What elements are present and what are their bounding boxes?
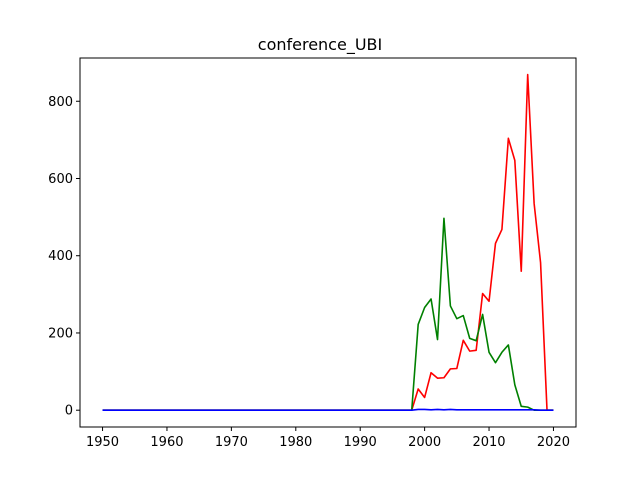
chart-title: conference_UBI bbox=[258, 35, 382, 55]
x-tick-label: 1960 bbox=[150, 435, 183, 450]
x-axis: 1950 1960 1970 1980 1990 2000 2010 2020 bbox=[86, 427, 570, 450]
y-tick-label: 800 bbox=[48, 95, 73, 110]
series-layer bbox=[102, 73, 554, 412]
y-tick-label: 600 bbox=[48, 172, 73, 187]
y-tick-label: 400 bbox=[48, 249, 73, 264]
x-tick-label: 1990 bbox=[344, 435, 377, 450]
x-tick-label: 2000 bbox=[408, 435, 441, 450]
x-tick-label: 1950 bbox=[86, 435, 119, 450]
plot-frame bbox=[79, 57, 577, 428]
series-line-3 bbox=[102, 408, 554, 412]
y-tick-label: 0 bbox=[65, 404, 73, 419]
x-tick-label: 2020 bbox=[537, 435, 570, 450]
x-tick-label: 2010 bbox=[472, 435, 505, 450]
x-tick-label: 1980 bbox=[279, 435, 312, 450]
y-axis: 0 200 400 600 800 bbox=[48, 95, 80, 419]
y-tick-label: 200 bbox=[48, 326, 73, 341]
x-tick-label: 1970 bbox=[215, 435, 248, 450]
plot-area bbox=[80, 58, 576, 427]
